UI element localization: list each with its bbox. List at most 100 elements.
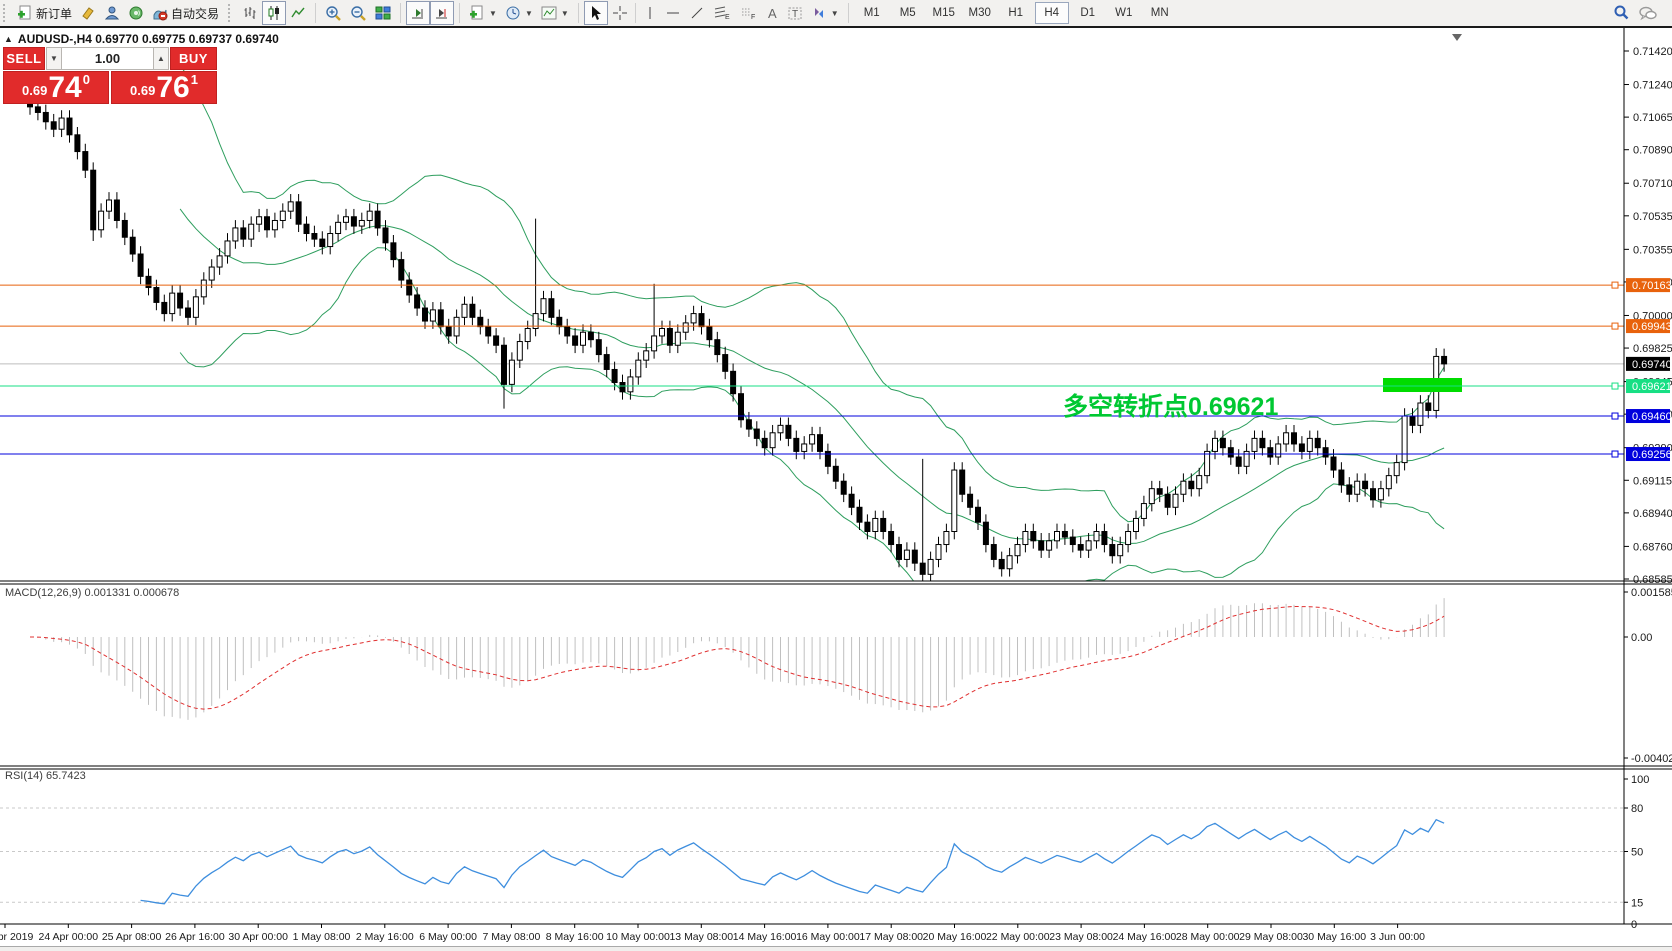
timeframe-h4[interactable]: H4 — [1034, 2, 1069, 24]
sell-price-button[interactable]: 0.69 74 0 — [3, 71, 109, 104]
profile-button[interactable] — [100, 1, 124, 25]
svg-text:0.70535: 0.70535 — [1633, 211, 1672, 223]
svg-text:0.69621: 0.69621 — [1632, 381, 1672, 393]
chevron-down-icon: ▼ — [489, 8, 497, 18]
svg-text:22 May 00:00: 22 May 00:00 — [986, 931, 1050, 943]
signal-icon — [129, 6, 143, 20]
horizontal-line-button[interactable] — [661, 1, 685, 25]
pivot-annotation: 多空转折点0.69621 — [1063, 393, 1279, 421]
toolbar-separator — [577, 3, 579, 23]
toolbar: 新订单 自动交易 — [0, 0, 1672, 28]
toolbar-separator — [315, 3, 317, 23]
vertical-line-button[interactable] — [639, 1, 661, 25]
sell-button[interactable]: SELL — [3, 47, 45, 70]
svg-text:0.00: 0.00 — [1631, 632, 1652, 644]
text-label-icon: T — [788, 7, 802, 20]
svg-text:15: 15 — [1631, 897, 1643, 909]
svg-text:0.71065: 0.71065 — [1633, 112, 1672, 124]
timeframe-d1[interactable]: D1 — [1080, 7, 1096, 19]
status-strip — [0, 946, 1672, 951]
cursor-icon — [591, 6, 601, 20]
chart-shift-icon — [436, 9, 448, 19]
search-button[interactable] — [1608, 1, 1634, 25]
horizontal-line-icon — [666, 12, 679, 14]
svg-text:3 Jun 00:00: 3 Jun 00:00 — [1370, 931, 1425, 943]
svg-text:E: E — [725, 14, 730, 21]
toolbar-group-scroll — [404, 1, 456, 25]
svg-text:30 Apr 00:00: 30 Apr 00:00 — [228, 931, 288, 943]
trendline-button[interactable] — [685, 1, 709, 25]
arrows-icon — [814, 8, 823, 18]
buy-price-sup: 1 — [190, 72, 198, 87]
bar-chart-icon — [244, 7, 256, 19]
cursor-button[interactable] — [583, 1, 608, 25]
rsi-label: RSI(14) 65.7423 — [5, 770, 86, 782]
chevron-down-icon: ▼ — [524, 8, 533, 18]
fibonacci-button[interactable]: E — [709, 1, 735, 25]
svg-text:80: 80 — [1631, 803, 1643, 815]
svg-text:10 May 00:00: 10 May 00:00 — [606, 931, 670, 943]
timeframe-m15[interactable]: M15 — [932, 7, 955, 19]
timeframe-mn[interactable]: MN — [1150, 7, 1169, 19]
svg-text:0.70890: 0.70890 — [1633, 145, 1672, 157]
fibonacci-icon: E — [714, 6, 730, 21]
buy-price-button[interactable]: 0.69 76 1 — [111, 71, 217, 104]
grid-icon: F — [741, 8, 755, 21]
timeframe-m5[interactable]: M5 — [899, 7, 916, 19]
timeframe-m1[interactable]: M1 — [863, 7, 880, 19]
signal-button[interactable] — [124, 1, 148, 25]
bar-chart-button[interactable] — [238, 1, 262, 25]
toolbar-grip — [3, 4, 8, 22]
eraser-button[interactable] — [76, 1, 100, 25]
trade-panel-price-row: 0.69 74 0 0.69 76 1 — [3, 71, 217, 104]
svg-text:0.69943: 0.69943 — [1632, 321, 1672, 333]
templates-button[interactable]: ▼ — [537, 1, 573, 25]
timeframe-m30[interactable]: M30 — [968, 7, 991, 19]
indicators-button[interactable]: ▼ — [465, 1, 501, 25]
sell-price-big: 74 — [48, 71, 82, 104]
volume-input[interactable] — [62, 47, 153, 70]
svg-text:26 Apr 16:00: 26 Apr 16:00 — [165, 931, 225, 943]
svg-text:A: A — [768, 6, 777, 21]
arrows-button[interactable]: ▼ — [807, 1, 843, 25]
timeframe-w1[interactable]: W1 — [1115, 7, 1133, 19]
text-button[interactable]: A — [761, 1, 783, 25]
zoom-in-button[interactable] — [321, 1, 346, 25]
chat-button[interactable] — [1634, 1, 1662, 25]
auto-scroll-button[interactable] — [406, 1, 431, 25]
buy-button[interactable]: BUY — [170, 47, 217, 70]
periods-button[interactable]: ▼ — [501, 1, 537, 25]
text-label-button[interactable]: T — [783, 1, 807, 25]
volume-decrease-button[interactable]: ▼ — [46, 47, 62, 70]
vertical-line-icon — [649, 7, 651, 19]
auto-trading-button[interactable]: 自动交易 — [148, 1, 223, 25]
new-order-button[interactable]: 新订单 — [13, 1, 76, 25]
chart-title: ▲ AUDUSD-,H4 0.69770 0.69775 0.69737 0.6… — [4, 32, 279, 46]
svg-text:29 May 08:00: 29 May 08:00 — [1239, 931, 1303, 943]
zoom-in-icon — [326, 5, 341, 21]
line-chart-button[interactable] — [286, 1, 310, 25]
svg-text:0.70710: 0.70710 — [1633, 178, 1672, 190]
volume-increase-button[interactable]: ▲ — [153, 47, 169, 70]
crosshair-button[interactable] — [608, 1, 632, 25]
zoom-out-button[interactable] — [346, 1, 371, 25]
crosshair-icon — [612, 6, 627, 20]
auto-trading-label: 自动交易 — [171, 6, 220, 21]
timeframe-h1[interactable]: H1 — [1008, 7, 1024, 19]
chart-canvas[interactable]: 0.71420 0.71240 0.71065 0.70890 0.70710 0.705… — [0, 28, 1672, 946]
svg-text:16 May 00:00: 16 May 00:00 — [796, 931, 860, 943]
template-icon — [541, 6, 557, 20]
svg-text:22 Apr 2019: 22 Apr 2019 — [0, 931, 33, 943]
chart-shift-button[interactable] — [430, 1, 455, 25]
candlestick-chart-button[interactable] — [262, 1, 287, 25]
chat-icon — [1639, 6, 1657, 21]
grid-button[interactable]: F — [735, 1, 761, 25]
chevron-down-icon: ▼ — [830, 8, 839, 18]
tile-windows-button[interactable] — [371, 1, 395, 25]
svg-text:0.68940: 0.68940 — [1633, 508, 1672, 520]
zoom-out-icon — [351, 5, 366, 21]
svg-text:0: 0 — [1631, 919, 1637, 931]
auto-scroll-icon — [412, 9, 424, 19]
svg-text:14 May 16:00: 14 May 16:00 — [733, 931, 797, 943]
svg-text:0.001585: 0.001585 — [1631, 587, 1672, 599]
